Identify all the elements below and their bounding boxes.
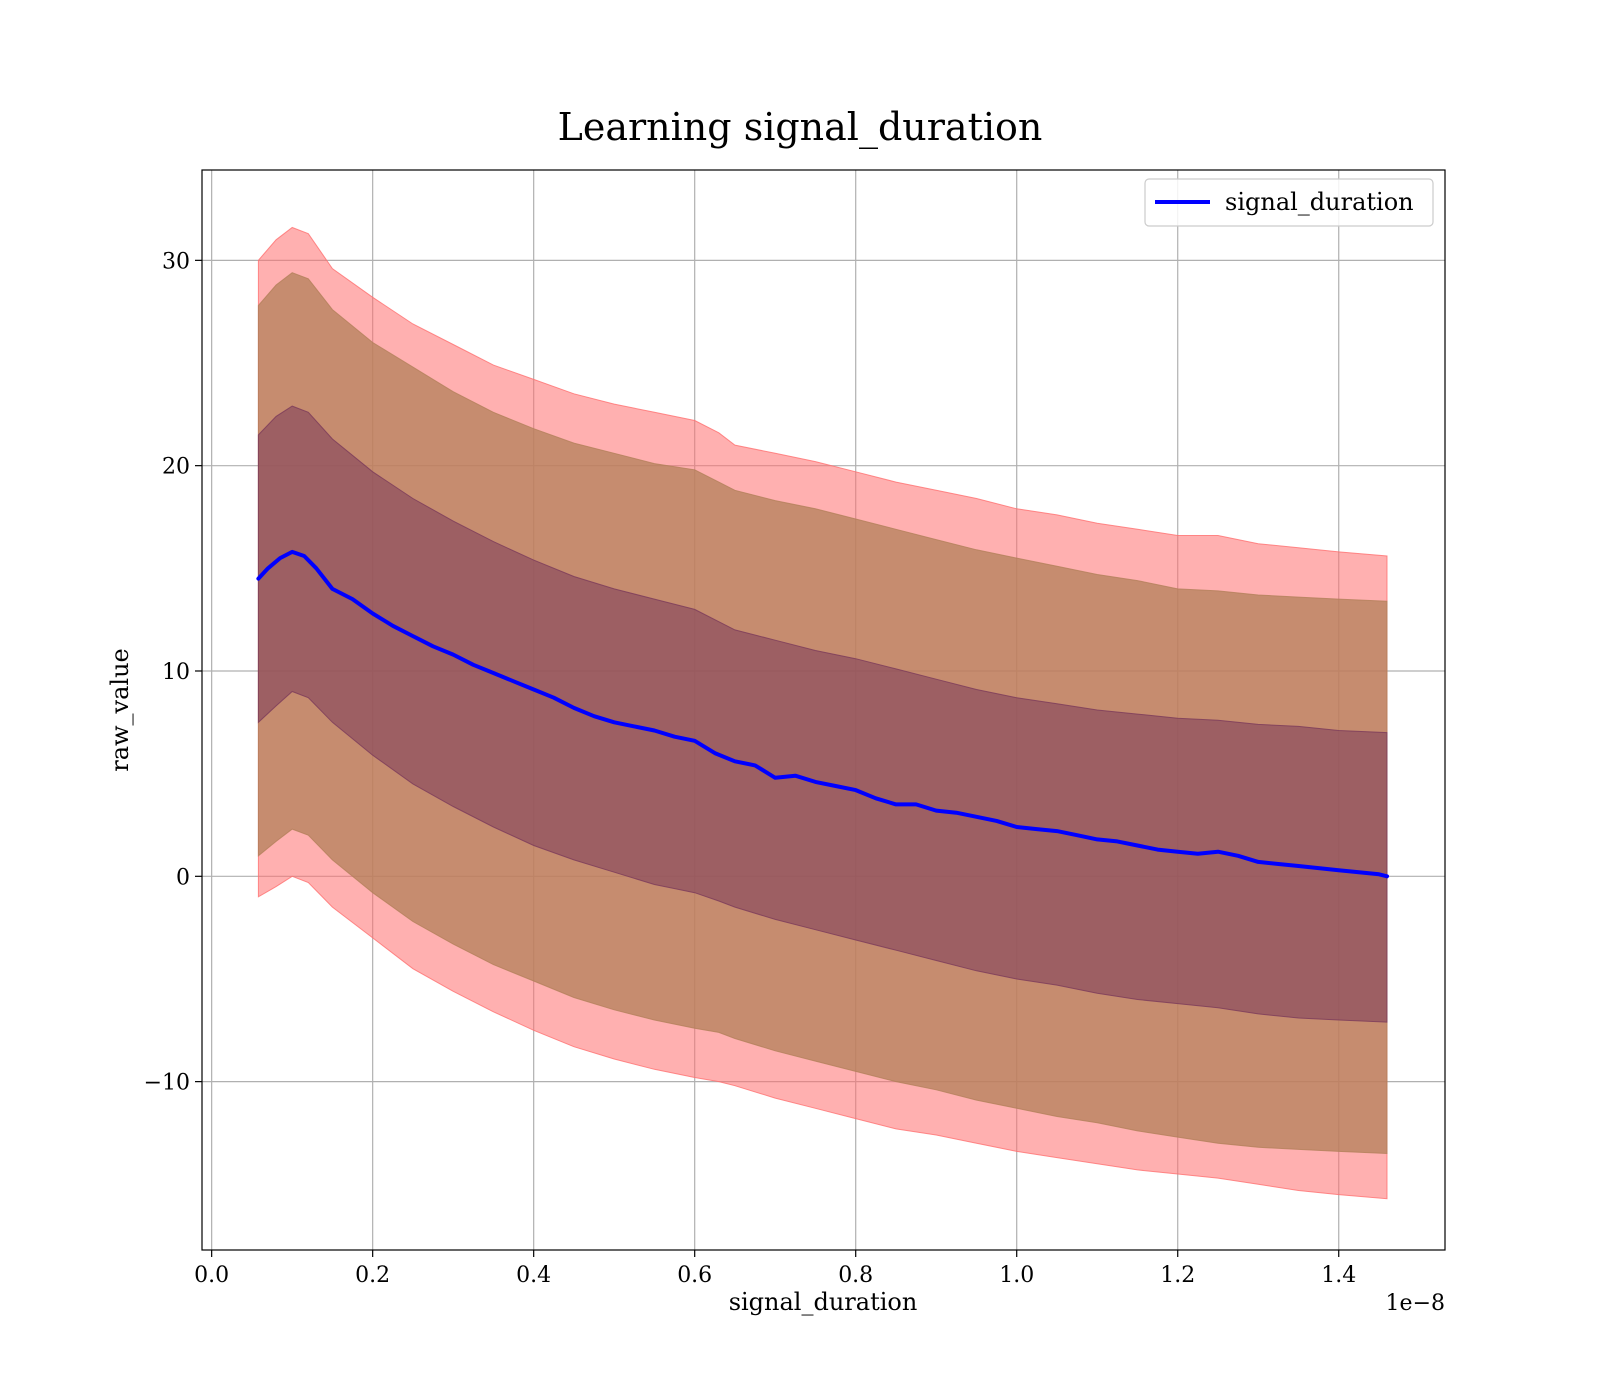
series-line-signal_duration [256, 549, 1389, 879]
x-tick-label: 0.8 [838, 1263, 873, 1288]
x-tick-label: 0.6 [677, 1263, 712, 1288]
legend-label: signal_duration [1225, 188, 1414, 216]
x-tick-label: 1.4 [1321, 1263, 1356, 1288]
axes-frame [201, 169, 1446, 1251]
chart-title: Learning signal_duration [558, 105, 1043, 150]
legend-box [1144, 178, 1434, 227]
x-tick-label: 1.2 [1160, 1263, 1195, 1288]
legend: signal_duration [1144, 178, 1434, 227]
x-tick-label: 0.2 [355, 1263, 390, 1288]
y-tick-label: −10 [144, 1071, 190, 1096]
y-tick-label: 20 [162, 455, 190, 480]
confidence-band-3 [257, 405, 1388, 1023]
x-axis-label: signal_duration [729, 1288, 918, 1316]
x-tick-label: 1.0 [999, 1263, 1034, 1288]
x-tick-label: 0.0 [194, 1263, 229, 1288]
x-axis-offset-label: 1e−8 [1386, 1291, 1445, 1316]
plot-area: 0.0 0.2 0.4 0.6 0.8 1.0 1.2 1.4 −10 0 10 20 30 [144, 169, 1446, 1288]
x-tick-label: 0.4 [516, 1263, 551, 1288]
y-axis-label: raw_value [106, 648, 134, 772]
y-tick-label: 0 [176, 865, 190, 890]
y-tick-label: 30 [162, 249, 190, 274]
y-tick-label: 10 [162, 660, 190, 685]
